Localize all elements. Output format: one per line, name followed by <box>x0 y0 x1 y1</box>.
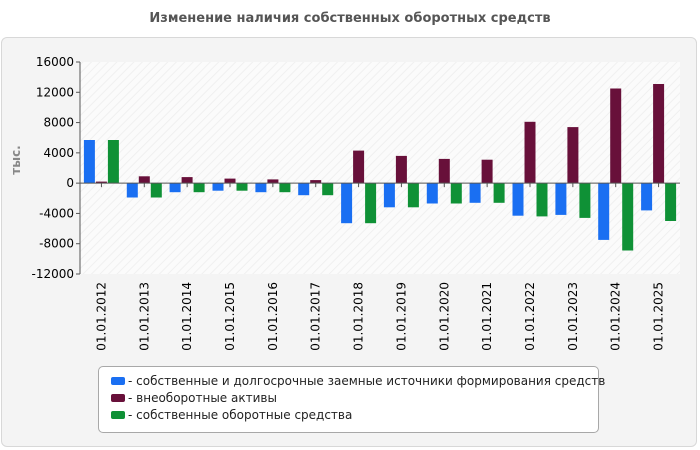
legend-swatch <box>111 394 125 402</box>
y-tick-label: 12000 <box>36 85 74 99</box>
bar-s2-01.01.2017 <box>310 180 322 184</box>
x-tick-label: 01.01.2019 <box>394 282 408 351</box>
bar-s2-01.01.2019 <box>395 155 407 184</box>
legend-item: - собственные и долгосрочные заемные ист… <box>99 373 605 390</box>
legend-item: - внеоборотные активы <box>99 390 598 407</box>
y-tick-label: -12000 <box>31 267 74 281</box>
y-tick-label: 0 <box>66 176 74 190</box>
legend-label: - собственные и долгосрочные заемные ист… <box>128 374 606 388</box>
bar-s3-01.01.2019 <box>407 183 419 208</box>
bar-s3-01.01.2021 <box>493 183 505 203</box>
bar-s2-01.01.2024 <box>610 88 622 184</box>
legend-swatch <box>111 411 125 419</box>
y-tick-label: 4000 <box>43 146 74 160</box>
bar-s3-01.01.2017 <box>322 183 334 196</box>
bar-s3-01.01.2024 <box>622 183 634 251</box>
bar-s1-01.01.2020 <box>426 183 438 204</box>
x-tick-label: 01.01.2025 <box>652 282 666 351</box>
bar-s3-01.01.2014 <box>193 183 205 193</box>
bar-s1-01.01.2021 <box>469 183 481 203</box>
y-tick-label: 8000 <box>43 116 74 130</box>
legend-item: - собственные оборотные средства <box>99 407 598 424</box>
x-tick-label: 01.01.2024 <box>609 282 623 351</box>
bar-s2-01.01.2022 <box>524 121 536 184</box>
bar-s1-01.01.2019 <box>383 183 395 208</box>
bar-s1-01.01.2014 <box>169 183 181 193</box>
bar-s2-01.01.2012 <box>95 181 107 184</box>
bar-s2-01.01.2016 <box>267 179 279 184</box>
legend: - собственные и долгосрочные заемные ист… <box>98 366 605 433</box>
bar-s1-01.01.2024 <box>598 183 610 240</box>
bar-s2-01.01.2021 <box>481 159 493 184</box>
x-tick-label: 01.01.2017 <box>309 282 323 351</box>
legend-label: - внеоборотные активы <box>128 391 277 405</box>
bar-s1-01.01.2025 <box>641 183 653 211</box>
bar-s1-01.01.2023 <box>555 183 567 215</box>
y-axis-label: тыс. <box>9 145 23 174</box>
bar-s3-01.01.2025 <box>665 183 677 221</box>
legend-label: - собственные оборотные средства <box>128 408 353 422</box>
x-tick-label: 01.01.2023 <box>566 282 580 351</box>
x-tick-label: 01.01.2015 <box>223 282 237 351</box>
bar-s3-01.01.2023 <box>579 183 591 218</box>
bar-s3-01.01.2020 <box>450 183 462 204</box>
bar-s1-01.01.2017 <box>298 183 310 196</box>
x-tick-label: 01.01.2020 <box>437 282 451 351</box>
y-tick-label: -8000 <box>39 237 74 251</box>
y-tick-label: -4000 <box>39 206 74 220</box>
legend-swatch <box>111 377 125 385</box>
plot-area <box>80 62 680 274</box>
bar-s3-01.01.2022 <box>536 183 548 217</box>
bar-s2-01.01.2015 <box>224 178 236 184</box>
bar-s1-01.01.2018 <box>341 183 353 224</box>
bar-s1-01.01.2015 <box>212 183 224 191</box>
bar-s2-01.01.2013 <box>138 176 150 184</box>
y-tick-label: 16000 <box>36 55 74 69</box>
bar-s3-01.01.2016 <box>279 183 291 193</box>
x-tick-label: 01.01.2012 <box>94 282 108 351</box>
bar-s2-01.01.2018 <box>353 150 365 184</box>
bar-s3-01.01.2018 <box>365 183 377 224</box>
x-tick-label: 01.01.2022 <box>523 282 537 351</box>
bar-s1-01.01.2016 <box>255 183 267 193</box>
bar-s1-01.01.2013 <box>126 183 138 198</box>
bar-s2-01.01.2025 <box>653 84 665 184</box>
x-tick-label: 01.01.2014 <box>180 282 194 351</box>
bar-s3-01.01.2015 <box>236 183 248 191</box>
chart-title: Изменение наличия собственных оборотных … <box>149 11 551 26</box>
bar-s2-01.01.2014 <box>181 177 193 184</box>
x-tick-label: 01.01.2018 <box>352 282 366 351</box>
bar-s1-01.01.2022 <box>512 183 524 216</box>
bar-s2-01.01.2023 <box>567 127 579 184</box>
x-tick-label: 01.01.2021 <box>480 282 494 351</box>
bar-s3-01.01.2012 <box>107 140 119 184</box>
x-tick-label: 01.01.2013 <box>137 282 151 351</box>
bar-s3-01.01.2013 <box>150 183 162 198</box>
bar-s1-01.01.2012 <box>83 140 95 184</box>
bar-s2-01.01.2020 <box>438 158 450 184</box>
x-tick-label: 01.01.2016 <box>266 282 280 351</box>
